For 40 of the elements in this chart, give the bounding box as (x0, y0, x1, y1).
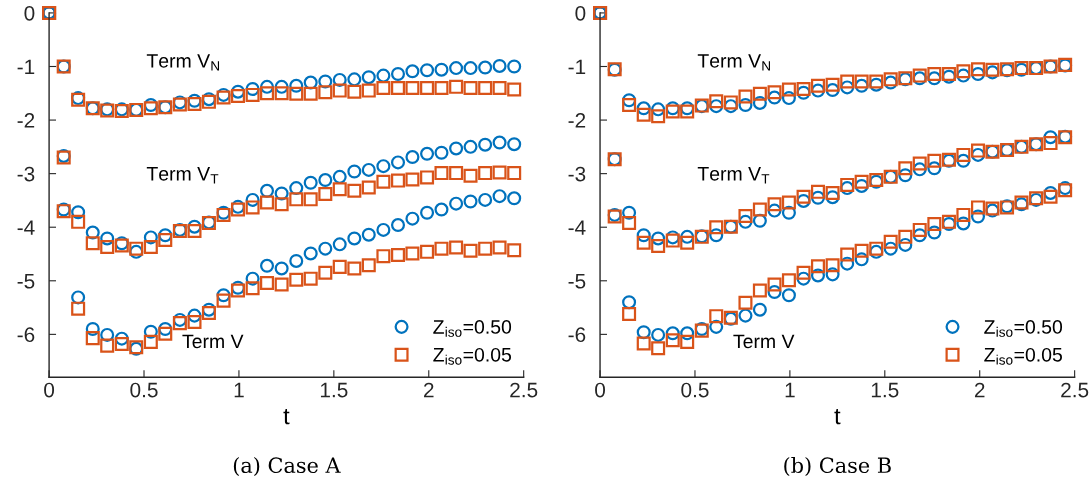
x-tick-label: 1.5 (871, 382, 899, 398)
y-tick-label: -5 (568, 274, 586, 289)
x-tick-label: 2.5 (1061, 382, 1089, 398)
y-tick-label: 0 (575, 5, 586, 21)
legend-label: Z$_{iso}$=0.50 (433, 320, 512, 337)
x-axis-title: t (283, 408, 290, 425)
y-tick-label: -3 (17, 166, 35, 182)
x-tick-label: 2 (424, 382, 434, 398)
y-tick-label: -2 (17, 113, 35, 128)
annotation: Term V (733, 334, 795, 349)
y-tick-label: 0 (24, 5, 35, 21)
legend-label: Z$_{iso}$=0.05 (433, 347, 512, 365)
annotation: Term V (182, 334, 244, 349)
y-tick-label: -3 (568, 166, 586, 182)
legend-label: Z$_{iso}$=0.50 (984, 320, 1063, 337)
x-axis-title: t (834, 408, 841, 425)
x-tick-label: 1.5 (320, 382, 348, 398)
x-tick-label: 0.5 (681, 382, 709, 398)
y-tick-label: -4 (568, 220, 586, 235)
x-tick-label: 2.5 (510, 382, 538, 398)
y-tick-label: -4 (17, 220, 35, 235)
x-tick-label: 1 (785, 382, 795, 398)
x-tick-label: 1 (234, 382, 244, 398)
x-tick-label: 0 (44, 382, 55, 398)
annotation: Term V$_{N}$ (697, 54, 770, 71)
annotation: Term V$_{T}$ (146, 167, 219, 184)
x-tick-label: 0.5 (130, 382, 158, 398)
y-tick-label: -5 (17, 274, 35, 289)
y-tick-label: -6 (17, 327, 35, 343)
y-tick-label: -1 (568, 59, 586, 75)
y-tick-label: -1 (17, 59, 35, 75)
x-tick-label: 0 (595, 382, 606, 398)
text: (b) Case B (784, 456, 891, 477)
annotation: Term V$_{T}$ (697, 167, 770, 184)
text: (a) Case A (233, 456, 341, 477)
y-tick-label: -6 (568, 327, 586, 343)
y-tick-label: -2 (568, 113, 586, 128)
x-tick-label: 2 (974, 382, 985, 398)
legend-label: Z$_{iso}$=0.05 (984, 347, 1062, 365)
annotation: Term V$_{N}$ (146, 54, 220, 71)
